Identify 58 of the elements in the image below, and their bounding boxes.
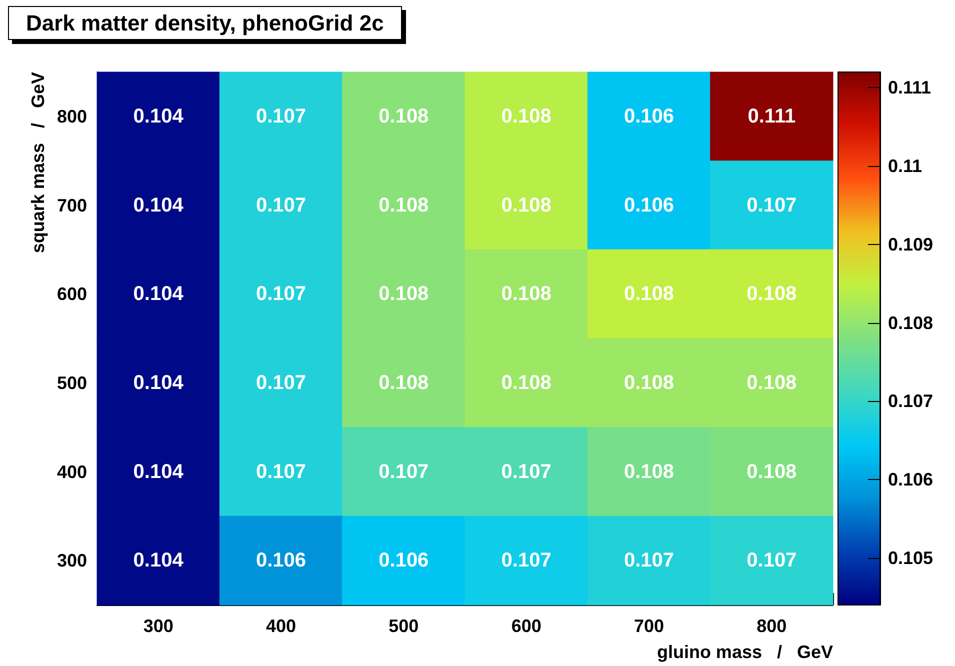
y-axis-title: squark mass / GeV (28, 72, 48, 254)
data-label: 0.106 (378, 550, 429, 572)
data-label: 0.108 (501, 283, 552, 306)
y-tick-label: 300 (56, 550, 87, 571)
data-label: 0.108 (746, 372, 797, 394)
data-label: 0.104 (133, 283, 184, 306)
color-bar-label: 0.109 (888, 234, 934, 254)
x-axis-title: gluino mass / GeV (656, 642, 833, 662)
y-tick-label: 700 (56, 195, 87, 216)
data-label: 0.108 (624, 460, 674, 483)
data-label: 0.107 (624, 550, 674, 572)
color-bar-label: 0.106 (888, 470, 934, 490)
data-label: 0.107 (378, 460, 429, 483)
data-label: 0.108 (624, 283, 674, 306)
x-tick-label: 500 (388, 616, 419, 636)
data-label: 0.104 (133, 372, 184, 394)
data-label: 0.108 (378, 194, 429, 216)
data-label: 0.108 (378, 283, 429, 306)
data-label: 0.107 (501, 550, 552, 572)
color-bar-label: 0.107 (888, 391, 934, 412)
data-label: 0.108 (501, 372, 552, 394)
y-tick-label: 400 (56, 462, 87, 482)
data-label: 0.108 (501, 105, 552, 128)
x-tick-label: 800 (756, 616, 787, 636)
data-label: 0.108 (624, 372, 674, 394)
data-label: 0.107 (256, 460, 306, 483)
color-bar-label: 0.105 (888, 548, 934, 568)
data-label: 0.107 (746, 194, 797, 216)
x-tick-label: 400 (266, 616, 296, 636)
color-bar-label: 0.111 (888, 78, 932, 98)
data-label: 0.107 (256, 372, 306, 394)
chart-title: Dark matter density, phenoGrid 2c (26, 10, 384, 36)
data-label: 0.107 (256, 194, 306, 216)
data-label: 0.108 (501, 194, 552, 216)
data-label: 0.106 (624, 105, 674, 128)
color-bar-label: 0.11 (888, 156, 922, 176)
data-label: 0.108 (746, 283, 797, 306)
data-label: 0.107 (746, 550, 797, 572)
data-label: 0.111 (748, 105, 796, 128)
data-label: 0.104 (133, 550, 184, 572)
x-tick-label: 300 (143, 616, 174, 636)
data-label: 0.108 (378, 372, 429, 394)
data-label: 0.104 (133, 194, 184, 216)
data-label: 0.106 (624, 194, 674, 216)
data-label: 0.104 (133, 105, 184, 128)
data-label: 0.107 (256, 283, 306, 306)
data-label: 0.108 (746, 460, 797, 483)
data-label: 0.107 (501, 460, 552, 483)
y-tick-label: 600 (56, 284, 87, 304)
color-bar-label: 0.108 (888, 312, 934, 333)
data-label: 0.107 (256, 105, 306, 128)
data-label: 0.108 (378, 105, 429, 128)
data-label: 0.104 (133, 460, 184, 483)
x-tick-label: 700 (634, 616, 664, 636)
data-label: 0.106 (256, 550, 306, 572)
x-tick-label: 600 (511, 616, 542, 636)
y-tick-label: 500 (56, 372, 87, 393)
y-tick-label: 800 (56, 106, 87, 126)
